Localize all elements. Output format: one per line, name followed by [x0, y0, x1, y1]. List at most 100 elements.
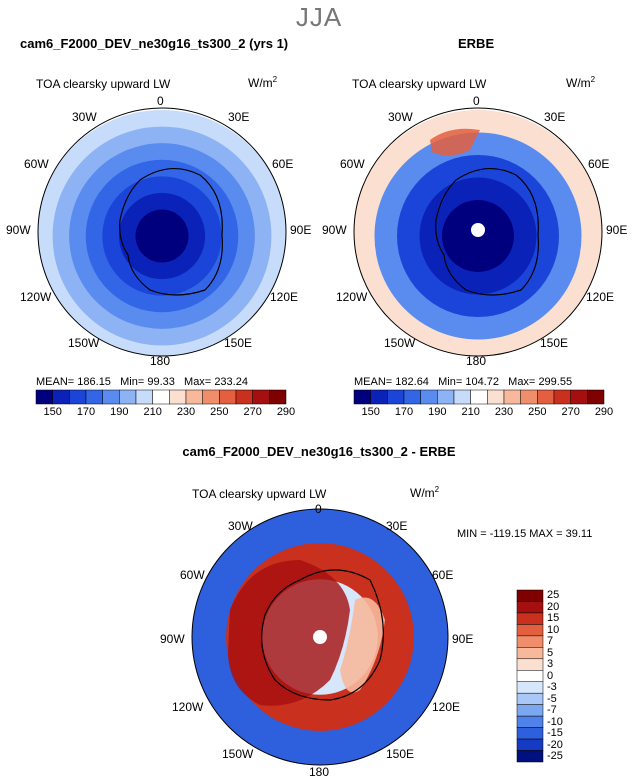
- diff-cbar-swatch-4: [516, 635, 544, 648]
- diff-cbar-swatch-3: [516, 624, 544, 637]
- p1-lon-150w: 150W: [68, 336, 100, 350]
- d-lon-150w: 150W: [222, 747, 254, 761]
- p2-lon-60e: 60E: [588, 157, 610, 171]
- p1-lon-90w: 90W: [6, 223, 31, 237]
- p1-lon-30w: 30W: [72, 110, 97, 124]
- p2-lon-120w: 120W: [336, 290, 368, 304]
- p2-lon-150w: 150W: [384, 336, 416, 350]
- panel2-cbar-swatch-1: [370, 389, 388, 405]
- panel2-cbar-swatch-11: [537, 389, 555, 405]
- diff-cbar-swatch-9: [516, 692, 544, 705]
- panel2-cbar-swatch-12: [553, 389, 571, 405]
- diff-cbar-tick-label: 10: [547, 623, 560, 636]
- panel1-cbar-swatch-8: [169, 389, 187, 405]
- panel1-coastline: [119, 167, 223, 296]
- diff-cbar-tick-label: -5: [547, 692, 557, 705]
- diff-cbar-tick-label: 5: [547, 646, 554, 659]
- panel2-cbar-swatch-3: [403, 389, 421, 405]
- diff-title: cam6_F2000_DEV_ne30g16_ts300_2 - ERBE: [182, 444, 456, 459]
- panel2-cbar-swatch-5: [437, 389, 455, 405]
- panel2-cbar-tick-label: 150: [361, 406, 380, 418]
- d-lon-150e: 150E: [386, 747, 415, 761]
- diff-cbar-tick-label: -7: [547, 704, 557, 717]
- panel2-cbar-tick-label: 250: [528, 406, 547, 418]
- p2-lon-180: 180: [466, 354, 487, 368]
- p2-lon-30e: 30E: [544, 110, 566, 124]
- panel2-cbar-tick-label: 230: [494, 406, 514, 418]
- contour-ring-120: [135, 209, 189, 263]
- panel1-units: W/m2: [248, 75, 278, 90]
- diff-cbar-swatch-14: [516, 750, 544, 763]
- diff-subtitle: TOA clearsky upward LW: [192, 487, 327, 501]
- panel1-cbar-swatch-9: [185, 389, 203, 405]
- panel1-cbar-swatch-4: [102, 389, 120, 405]
- p2-lon-120e: 120E: [586, 290, 615, 304]
- panel2-frame: [353, 107, 603, 357]
- diff-cbar-swatch-8: [516, 681, 544, 694]
- panel1-map: [38, 110, 286, 356]
- panel1-cbar-tick-label: 270: [243, 406, 262, 418]
- panel2-cbar-swatch-0: [353, 389, 371, 405]
- panel1-cbar-swatch-5: [119, 389, 137, 405]
- panel1-cbar-swatch-6: [135, 389, 153, 405]
- p1-lon-30e: 30E: [228, 110, 250, 124]
- diff-cbar-swatch-0: [516, 589, 544, 602]
- panel2-cbar-swatch-10: [520, 389, 538, 405]
- diff-cbar-swatch-5: [516, 647, 544, 660]
- panel2-hotspot: [430, 128, 480, 156]
- panel1-cbar-tick-label: 210: [143, 406, 162, 418]
- season-title: JJA: [295, 2, 343, 32]
- panel2-cbar-swatch-14: [587, 389, 605, 405]
- panel2-cbar-swatch-8: [487, 389, 505, 405]
- panel2-colorbar: [353, 389, 605, 405]
- panel2-cbar-swatch-13: [570, 389, 588, 405]
- p1-lon-120w: 120W: [20, 290, 52, 304]
- diff-cbar-tick-label: -20: [547, 738, 563, 751]
- d-lon-0: 0: [315, 502, 322, 516]
- panel1-cbar-tick-label: 150: [43, 406, 62, 418]
- diff-cbar-tick-label: 0: [547, 669, 554, 682]
- diff-cbar-swatch-13: [516, 738, 544, 751]
- d-lon-90w: 90W: [160, 632, 185, 646]
- p1-lon-180: 180: [150, 354, 171, 368]
- diff-coastline: [261, 569, 384, 701]
- panel2-stats: MEAN= 182.64 Min= 104.72 Max= 299.55: [354, 376, 573, 388]
- panel1-frame: [37, 107, 287, 357]
- diff-cbar-tick-label: 7: [547, 635, 554, 648]
- p2-lon-90e: 90E: [606, 223, 628, 237]
- p1-lon-60w: 60W: [24, 157, 49, 171]
- panel2-cbar-tick-label: 290: [594, 406, 614, 418]
- panel2-cbar-swatch-7: [470, 389, 488, 405]
- panel1-cbar-swatch-7: [152, 389, 170, 405]
- diff-cbar-swatch-1: [516, 601, 544, 614]
- panel2-subtitle: TOA clearsky upward LW: [352, 77, 487, 91]
- diff-cbar-swatch-7: [516, 670, 544, 682]
- p1-lon-60e: 60E: [272, 157, 294, 171]
- diff-cbar-swatch-11: [516, 715, 544, 728]
- panel1-subtitle: TOA clearsky upward LW: [36, 77, 171, 91]
- diff-cbar-swatch-6: [516, 658, 544, 671]
- d-lon-30e: 30E: [386, 519, 408, 533]
- diff-map: [192, 509, 448, 765]
- diff-frame: [191, 508, 449, 766]
- p1-lon-120e: 120E: [270, 290, 299, 304]
- diff-cbar-swatch-2: [516, 612, 544, 625]
- d-lon-120e: 120E: [432, 700, 461, 714]
- panel2-title: ERBE: [458, 36, 495, 51]
- p2-lon-90w: 90W: [322, 223, 347, 237]
- panel1-cbar-tick-label: 190: [110, 406, 129, 418]
- panel1-cbar-swatch-14: [269, 389, 287, 405]
- d-lon-120w: 120W: [172, 700, 204, 714]
- diff-cbar-tick-label: 20: [547, 600, 560, 613]
- p2-lon-60w: 60W: [340, 157, 365, 171]
- diff-cbar-swatch-12: [516, 727, 544, 740]
- diff-colorbar: [516, 589, 544, 763]
- panel1-cbar-swatch-0: [35, 389, 53, 405]
- p2-lon-0: 0: [473, 94, 480, 108]
- panel1-cbar-swatch-3: [85, 389, 103, 405]
- diff-minmax: MIN = -119.15 MAX = 39.11: [457, 528, 593, 540]
- panel2-cbar-swatch-9: [503, 389, 521, 405]
- p1-lon-90e: 90E: [290, 223, 312, 237]
- panel1-cbar-swatch-10: [202, 389, 220, 405]
- diff-pole-hole: [313, 630, 327, 644]
